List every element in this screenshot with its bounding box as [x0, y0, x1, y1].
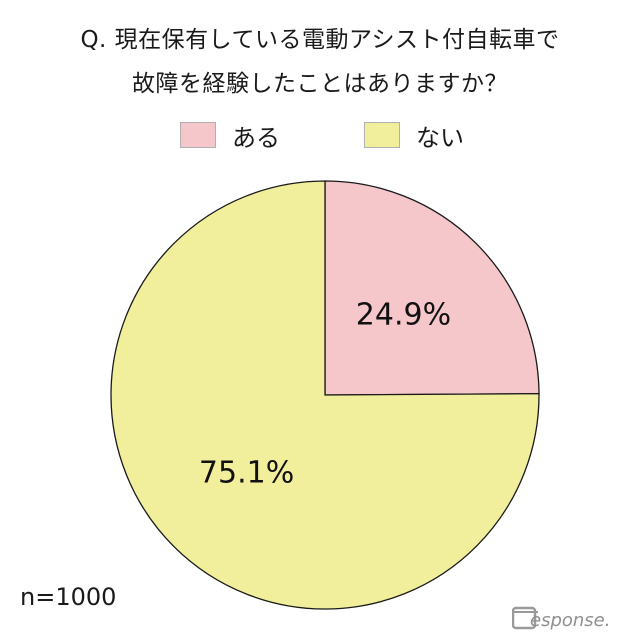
legend-item-nai: ない: [364, 118, 464, 152]
data-label-nai: 75.1%: [199, 455, 294, 490]
legend-item-aru: ある: [180, 118, 280, 152]
pie-slice-aru: [324, 180, 540, 396]
response-logo-mark: [512, 606, 538, 630]
chart-title: Q. 現在保有している電動アシスト付自転車で: [80, 27, 560, 53]
legend-label-nai: ない: [416, 123, 464, 152]
legend-swatch-nai: [364, 122, 400, 148]
sample-size-note: n=1000: [20, 583, 117, 611]
response-logo: esponse.: [512, 606, 610, 631]
data-label-aru: 24.9%: [356, 298, 451, 333]
pie-slice-nai: [110, 180, 540, 610]
chart-legend: ある ない: [0, 118, 640, 152]
svg-text:esponse.: esponse.: [530, 610, 610, 631]
legend-swatch-aru: [180, 122, 216, 148]
legend-label-aru: ある: [232, 123, 280, 152]
chart-subtitle: 故障を経験したことはありますか？: [132, 71, 508, 97]
